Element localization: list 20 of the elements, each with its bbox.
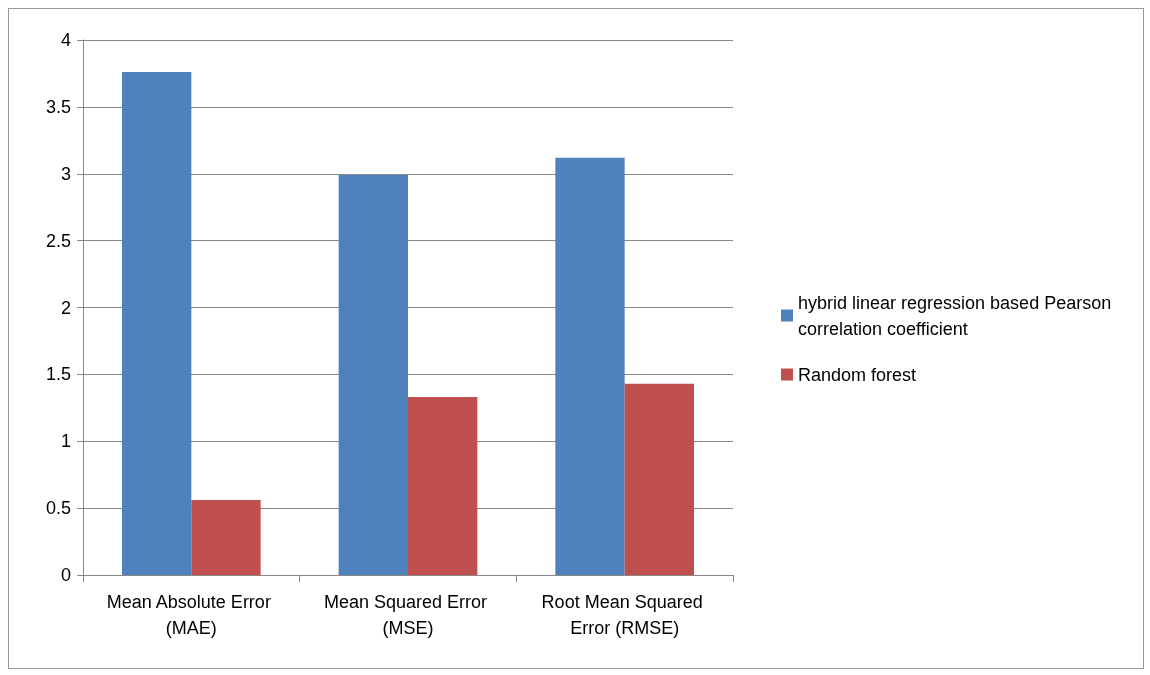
y-tick-label: 2 — [60, 297, 71, 318]
x-tick-label: Root Mean Squared Error (RMSE) — [541, 592, 708, 638]
y-tick-label: 1.5 — [45, 364, 71, 385]
y-tick-label: 0.5 — [45, 498, 71, 519]
y-tick-label: 1 — [60, 431, 71, 452]
x-tick-label: Mean Squared Error (MSE) — [323, 592, 493, 638]
legend-label: hybrid linear regression based Pearson correlation coefficient — [798, 292, 1117, 339]
bar — [191, 500, 261, 575]
y-tick-label: 2.5 — [45, 230, 71, 251]
y-tick-label: 0 — [60, 565, 71, 585]
legend-label: Random forest — [798, 364, 917, 385]
x-tick-label: Mean Absolute Error (MAE) — [106, 592, 276, 638]
y-tick-label: 3.5 — [45, 96, 71, 117]
y-tick-label: 3 — [60, 163, 71, 184]
bar — [338, 175, 408, 575]
bar — [408, 397, 478, 575]
bar — [122, 72, 192, 575]
y-tick-label: 4 — [60, 30, 71, 50]
bar — [555, 157, 625, 575]
bar — [624, 383, 694, 575]
